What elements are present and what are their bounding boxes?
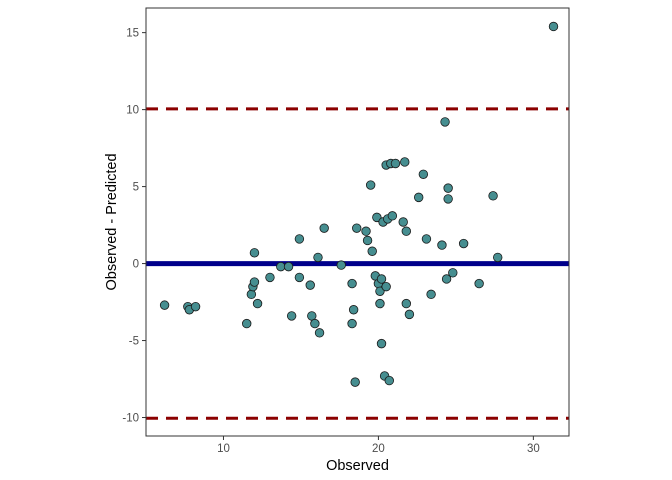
data-point — [249, 248, 260, 258]
data-point — [443, 183, 453, 193]
data-point — [387, 211, 398, 221]
x-tick-label: 30 — [527, 443, 540, 455]
data-points — [159, 21, 559, 387]
data-point — [362, 235, 373, 246]
data-point — [375, 286, 385, 296]
data-point — [367, 246, 377, 256]
data-point — [336, 260, 346, 270]
y-tick-label: 15 — [126, 28, 139, 40]
data-point — [381, 281, 391, 292]
data-point — [246, 289, 257, 300]
data-point — [314, 328, 325, 338]
y-tick-label: 10 — [126, 105, 139, 117]
data-point — [548, 21, 559, 32]
data-point — [294, 234, 305, 244]
data-point — [361, 226, 371, 236]
data-point — [376, 274, 387, 284]
data-point — [401, 298, 412, 309]
data-point — [375, 298, 385, 309]
data-point — [294, 272, 305, 283]
data-point — [488, 191, 498, 201]
data-point — [365, 180, 376, 190]
data-point — [265, 272, 275, 283]
y-tick-label: -5 — [129, 336, 139, 348]
data-point — [350, 377, 360, 387]
data-point — [159, 300, 170, 310]
data-point — [400, 157, 410, 167]
x-tick-label: 20 — [372, 443, 385, 455]
x-tick-label: 10 — [217, 443, 230, 455]
x-axis-title: Observed — [326, 458, 389, 474]
data-point — [252, 298, 263, 309]
data-point — [372, 212, 382, 223]
data-point — [390, 158, 401, 169]
reference-lines — [146, 107, 569, 420]
data-point — [404, 309, 415, 320]
data-point — [443, 194, 453, 204]
data-point — [313, 252, 323, 263]
x-axis: 10 20 30 — [217, 436, 540, 455]
data-point — [401, 226, 412, 236]
data-point — [458, 238, 469, 249]
data-point — [421, 234, 432, 244]
data-point — [418, 169, 429, 179]
data-point — [283, 261, 294, 272]
data-point — [448, 268, 458, 278]
y-tick-label: 5 — [133, 182, 139, 194]
data-point — [286, 311, 297, 321]
y-axis: -10 -5 0 5 10 15 — [122, 28, 146, 425]
data-point — [190, 301, 201, 312]
y-tick-label: 0 — [133, 259, 139, 271]
data-point — [347, 318, 357, 329]
data-point — [319, 223, 329, 233]
data-point — [426, 289, 436, 300]
data-point — [474, 278, 484, 289]
data-point — [348, 305, 359, 315]
data-point — [310, 318, 320, 329]
data-point — [440, 117, 450, 127]
data-point — [384, 375, 394, 386]
data-point — [414, 192, 424, 203]
data-point — [276, 261, 286, 272]
data-point — [398, 217, 408, 227]
data-point — [493, 252, 503, 263]
data-point — [441, 274, 452, 284]
panel-border — [145, 7, 570, 437]
data-point — [242, 318, 252, 329]
y-tick-label: -10 — [122, 413, 139, 425]
data-point — [249, 277, 260, 287]
data-point — [347, 278, 357, 289]
data-point — [305, 280, 315, 290]
data-point — [437, 240, 447, 250]
data-point — [376, 338, 387, 349]
data-point — [352, 223, 362, 233]
y-axis-title: Observed - Predicted — [104, 153, 120, 290]
